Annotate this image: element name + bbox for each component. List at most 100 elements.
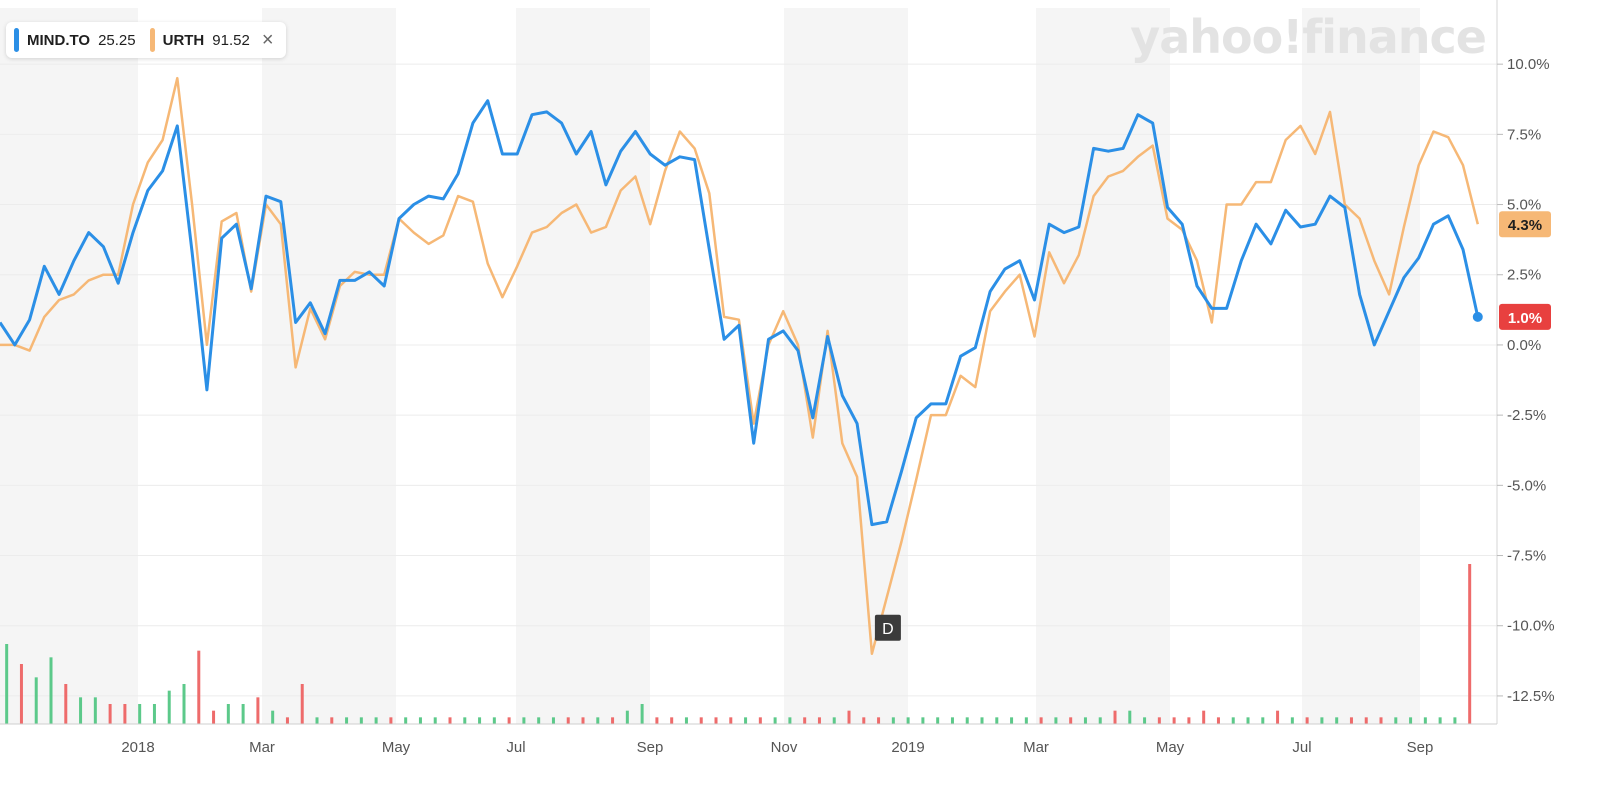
last-value-label: 1.0% bbox=[1499, 303, 1551, 330]
volume-bar bbox=[49, 657, 53, 724]
volume-bar bbox=[744, 717, 748, 724]
volume-bar bbox=[374, 717, 378, 724]
dividend-marker[interactable]: D bbox=[874, 614, 901, 641]
x-tick-label: 2019 bbox=[891, 739, 924, 756]
volume-bar bbox=[817, 717, 821, 724]
volume-bar bbox=[1409, 717, 1413, 724]
volume-bar bbox=[936, 717, 940, 724]
chart-legend: MIND.TO 25.25 URTH 91.52 × bbox=[6, 22, 286, 58]
volume-bar bbox=[832, 717, 836, 724]
x-tick-label: Sep bbox=[637, 739, 664, 756]
volume-bar bbox=[1010, 717, 1014, 724]
volume-bar bbox=[1276, 710, 1280, 724]
volume-bar bbox=[655, 717, 659, 724]
volume-bar bbox=[1320, 717, 1324, 724]
volume-bar bbox=[1305, 717, 1309, 724]
x-tick-label: Sep bbox=[1407, 739, 1434, 756]
x-tick-label: Mar bbox=[1023, 739, 1049, 756]
volume-bar bbox=[315, 717, 319, 724]
month-band bbox=[516, 8, 650, 724]
y-tick-label: -5.0% bbox=[1507, 477, 1546, 494]
volume-bar bbox=[285, 717, 289, 724]
volume-bar bbox=[1024, 717, 1028, 724]
volume-bar bbox=[404, 717, 408, 724]
volume-bar bbox=[699, 717, 703, 724]
volume-bar bbox=[345, 717, 349, 724]
x-tick-label: Mar bbox=[249, 739, 275, 756]
dividend-badge[interactable] bbox=[874, 614, 901, 641]
volume-bar bbox=[537, 717, 541, 724]
legend-value: 25.25 bbox=[98, 31, 136, 49]
volume-bar bbox=[1438, 717, 1442, 724]
volume-bar bbox=[684, 717, 688, 724]
volume-bar bbox=[1453, 717, 1457, 724]
volume-bars bbox=[5, 564, 1472, 724]
x-axis: 2018 Mar May Jul Sep Nov 2019 Mar May Jul Sep bbox=[0, 723, 1497, 756]
volume-bar bbox=[182, 684, 186, 724]
volume-bar bbox=[1202, 710, 1206, 724]
y-tick-label: 7.5% bbox=[1507, 126, 1541, 143]
volume-bar bbox=[448, 717, 452, 724]
volume-bar bbox=[197, 650, 201, 724]
volume-bar bbox=[1039, 717, 1043, 724]
legend-item-mind[interactable]: MIND.TO 25.25 bbox=[14, 28, 136, 52]
legend-value: 91.52 bbox=[212, 31, 250, 49]
volume-bar bbox=[152, 704, 156, 724]
series-lines bbox=[0, 76, 1480, 656]
volume-bar bbox=[862, 717, 866, 724]
volume-bar bbox=[729, 717, 733, 724]
legend-item-urth[interactable]: URTH 91.52 × bbox=[149, 28, 274, 52]
volume-bar bbox=[714, 717, 718, 724]
volume-bar bbox=[803, 717, 807, 724]
y-tick-label: 2.5% bbox=[1507, 267, 1541, 284]
volume-bar bbox=[5, 644, 9, 724]
markers: 1.0% 4.3% D bbox=[874, 211, 1551, 641]
month-band bbox=[1036, 8, 1170, 724]
month-band bbox=[262, 8, 396, 724]
last-value-badge bbox=[1499, 303, 1551, 330]
volume-bar bbox=[212, 710, 216, 724]
last-value-text: 1.0% bbox=[1508, 310, 1542, 327]
volume-bar bbox=[1379, 717, 1383, 724]
volume-bar bbox=[1054, 717, 1058, 724]
volume-bar bbox=[906, 717, 910, 724]
y-tick-label: -7.5% bbox=[1507, 548, 1546, 565]
y-tick-label: -12.5% bbox=[1507, 688, 1555, 705]
volume-bar bbox=[581, 717, 585, 724]
volume-bar bbox=[980, 717, 984, 724]
volume-bar bbox=[1128, 710, 1132, 724]
volume-bar bbox=[522, 717, 526, 724]
legend-symbol: URTH bbox=[162, 31, 205, 49]
volume-bar bbox=[359, 717, 363, 724]
volume-bar bbox=[611, 717, 615, 724]
last-point-marker bbox=[1472, 311, 1483, 322]
y-tick-label: -10.0% bbox=[1507, 618, 1555, 635]
volume-bar bbox=[1423, 717, 1427, 724]
volume-bar bbox=[965, 717, 969, 724]
volume-bar bbox=[93, 697, 97, 724]
volume-bar bbox=[566, 717, 570, 724]
volume-bar bbox=[670, 717, 674, 724]
volume-bar bbox=[1261, 717, 1265, 724]
x-tick-label: May bbox=[382, 739, 411, 756]
volume-bar bbox=[108, 704, 112, 724]
volume-bar bbox=[1246, 717, 1250, 724]
x-tick-label: Nov bbox=[771, 739, 798, 756]
last-value-badge bbox=[1499, 211, 1551, 238]
x-tick-label: May bbox=[1156, 739, 1185, 756]
brand-logo: yahoo!finance bbox=[1130, 10, 1487, 64]
volume-bar bbox=[79, 697, 83, 724]
series-line-mindto bbox=[0, 99, 1480, 527]
volume-bar bbox=[551, 717, 555, 724]
volume-bar bbox=[596, 717, 600, 724]
volume-bar bbox=[788, 717, 792, 724]
volume-bar bbox=[1364, 717, 1368, 724]
x-tick-label: Jul bbox=[506, 739, 525, 756]
month-band bbox=[1302, 8, 1420, 724]
volume-bar bbox=[433, 717, 437, 724]
volume-bar bbox=[1187, 717, 1191, 724]
last-value-label: 4.3% bbox=[1499, 211, 1551, 238]
close-icon[interactable]: × bbox=[261, 29, 274, 51]
volume-bar bbox=[167, 690, 171, 724]
